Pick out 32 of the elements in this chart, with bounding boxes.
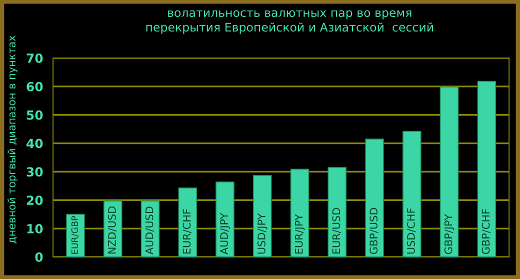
x-tick-label: GBP/USD	[370, 208, 378, 254]
x-tick-label: GBP/JPY	[444, 214, 454, 254]
bar	[365, 138, 384, 257]
x-tick-label: NZD/USD	[108, 206, 117, 254]
x-tick-label: USD/JPY	[258, 213, 268, 254]
bar	[477, 80, 496, 257]
x-tick-label: EUR/JPY	[295, 214, 305, 254]
y-tick-label: 20	[26, 196, 43, 206]
x-tick-label: AUD/USD	[145, 206, 154, 254]
x-tick-label: GBP/CHF	[482, 209, 490, 254]
x-tick-label: EUR/GBP	[71, 216, 79, 254]
bar	[216, 182, 234, 257]
bar	[290, 168, 310, 257]
bar	[328, 167, 347, 257]
y-tick-label: 50	[26, 110, 43, 120]
bar	[178, 187, 197, 257]
bar	[440, 86, 459, 257]
x-tick-label: AUD/JPY	[220, 212, 230, 254]
x-tick-label: EUR/CHF	[182, 209, 192, 254]
y-tick-label: 30	[26, 167, 43, 177]
x-tick-label: EUR/USD	[332, 208, 341, 254]
y-tick-label: 0	[35, 252, 43, 262]
y-tick-label: 40	[26, 138, 43, 148]
y-axis-title: дневной торгвый диапазон в пунктах	[7, 36, 18, 244]
chart-title: волатильность валютных пар во время перекрытия Европейской и Азиатской сессий	[146, 10, 433, 34]
bar	[402, 130, 422, 257]
y-tick-label: 70	[26, 54, 43, 63]
bar	[66, 214, 85, 257]
y-tick-label: 10	[27, 224, 43, 234]
x-tick-label: USD/CHF	[407, 208, 416, 254]
bar	[252, 174, 272, 257]
y-tick-label: 60	[26, 82, 43, 92]
